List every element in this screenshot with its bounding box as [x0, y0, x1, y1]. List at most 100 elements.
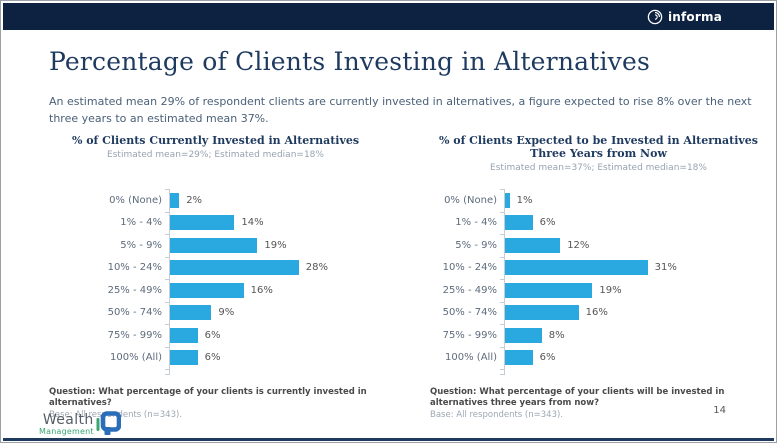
chart-row: 100% (All) 6%	[43, 346, 388, 369]
chart-row: 25% - 49% 16%	[43, 279, 388, 302]
chart-row: 1% - 4% 14%	[43, 211, 388, 234]
informa-wordmark: informa	[667, 9, 722, 24]
bar	[170, 305, 212, 321]
bar	[170, 260, 299, 276]
question-text: Question: What percentage of your client…	[49, 387, 367, 409]
value-label: 19%	[599, 284, 622, 296]
bar	[170, 215, 235, 231]
bar	[170, 192, 180, 208]
chart-footnote: Question: What percentage of your client…	[430, 387, 752, 421]
bar-cell: 6%	[500, 211, 771, 234]
value-label: 16%	[250, 284, 273, 296]
value-label: 16%	[585, 307, 608, 319]
bar	[170, 282, 244, 298]
bar-cell: 12%	[500, 234, 771, 257]
category-label: 0% (None)	[444, 194, 497, 206]
top-navy-band: informa	[3, 3, 774, 30]
bar-cell: 6%	[500, 346, 771, 369]
value-label: 14%	[241, 217, 264, 229]
page-subtitle: An estimated mean 29% of respondent clie…	[49, 95, 752, 126]
chart-row: 0% (None) 1%	[426, 189, 771, 212]
chart-row: 75% - 99% 6%	[43, 324, 388, 347]
bar-cell: 6%	[165, 324, 388, 347]
category-label: 5% - 9%	[455, 239, 497, 251]
axis-tail	[43, 369, 388, 375]
chart-title: % of Clients Currently Invested in Alter…	[71, 134, 360, 147]
bar	[505, 215, 533, 231]
value-label: 9%	[218, 307, 235, 319]
bar-cell: 31%	[500, 256, 771, 279]
value-label: 31%	[654, 262, 677, 274]
page-title: Percentage of Clients Investing in Alter…	[49, 47, 651, 76]
chart-row: 25% - 49% 19%	[426, 279, 771, 302]
bar-cell: 8%	[500, 324, 771, 347]
wealth-management-iq-logo: Wealth Management	[39, 411, 121, 436]
chart-row: 10% - 24% 28%	[43, 256, 388, 279]
question-text: Question: What percentage of your client…	[430, 387, 725, 409]
category-label: 100% (All)	[445, 352, 497, 364]
bar	[170, 350, 198, 366]
bar	[170, 237, 258, 253]
chart-row: 10% - 24% 31%	[426, 256, 771, 279]
category-label: 75% - 99%	[442, 329, 497, 341]
chart-title: % of Clients Expected to be Invested in …	[439, 134, 758, 147]
bar	[505, 327, 542, 343]
charts-row: % of Clients Currently Invested in Alter…	[43, 134, 771, 421]
bar	[170, 327, 198, 343]
bar	[505, 282, 593, 298]
bar	[505, 260, 648, 276]
bar-cell: 9%	[165, 301, 388, 324]
chart-subtitle: Estimated mean=37%; Estimated median=18%	[490, 163, 707, 173]
chart-row: 50% - 74% 16%	[426, 301, 771, 324]
bar-cell: 19%	[165, 234, 388, 257]
category-label: 10% - 24%	[442, 262, 497, 274]
chart-row: 75% - 99% 8%	[426, 324, 771, 347]
bar	[505, 305, 579, 321]
base-text: Base: All respondents (n=343).	[430, 409, 563, 420]
wealth-management-wordmark: Wealth Management	[39, 413, 94, 436]
category-label: 25% - 49%	[442, 284, 497, 296]
chart-row: 50% - 74% 9%	[43, 301, 388, 324]
value-label: 8%	[548, 329, 565, 341]
value-label: 12%	[567, 239, 590, 251]
informa-swirl-icon	[647, 9, 663, 25]
value-label: 2%	[186, 194, 203, 206]
bar	[505, 237, 561, 253]
bar-cell: 28%	[165, 256, 388, 279]
bar-cell: 16%	[165, 279, 388, 302]
management-text: Management	[39, 427, 94, 436]
bar-cell: 16%	[500, 301, 771, 324]
bar-cell: 6%	[165, 346, 388, 369]
bar-plot: 0% (None) 2% 1% - 4% 14% 5% - 9% 19% 10% - 24%…	[43, 189, 388, 375]
axis-tail	[426, 369, 771, 375]
chart-title-block: % of Clients Currently Invested in Alter…	[43, 134, 388, 182]
chart-row: 1% - 4% 6%	[426, 211, 771, 234]
value-label: 6%	[204, 352, 221, 364]
value-label: 6%	[204, 329, 221, 341]
chart-row: 0% (None) 2%	[43, 189, 388, 212]
category-label: 1% - 4%	[120, 217, 162, 229]
category-label: 50% - 74%	[107, 307, 162, 319]
category-label: 5% - 9%	[120, 239, 162, 251]
bar	[505, 192, 510, 208]
value-label: 19%	[264, 239, 287, 251]
informa-logo: informa	[647, 9, 722, 25]
value-label: 6%	[539, 217, 556, 229]
bar-plot: 0% (None) 1% 1% - 4% 6% 5% - 9% 12% 10% - 24% 3…	[426, 189, 771, 375]
category-label: 100% (All)	[110, 352, 162, 364]
axis-tail-line	[500, 369, 771, 375]
chart-title-block: % of Clients Expected to be Invested in …	[426, 134, 771, 182]
iq-mark-icon	[96, 411, 121, 436]
chart-title-line2: Three Years from Now	[530, 147, 667, 160]
bar-cell: 2%	[165, 189, 388, 212]
value-label: 28%	[305, 262, 329, 274]
bar	[505, 350, 533, 366]
chart-row: 5% - 9% 12%	[426, 234, 771, 257]
bar-cell: 14%	[165, 211, 388, 234]
axis-tail-line	[165, 369, 388, 375]
value-label: 6%	[539, 352, 556, 364]
bar-cell: 19%	[500, 279, 771, 302]
chart-subtitle: Estimated mean=29%; Estimated median=18%	[107, 150, 324, 160]
chart-current-invested: % of Clients Currently Invested in Alter…	[43, 134, 388, 421]
